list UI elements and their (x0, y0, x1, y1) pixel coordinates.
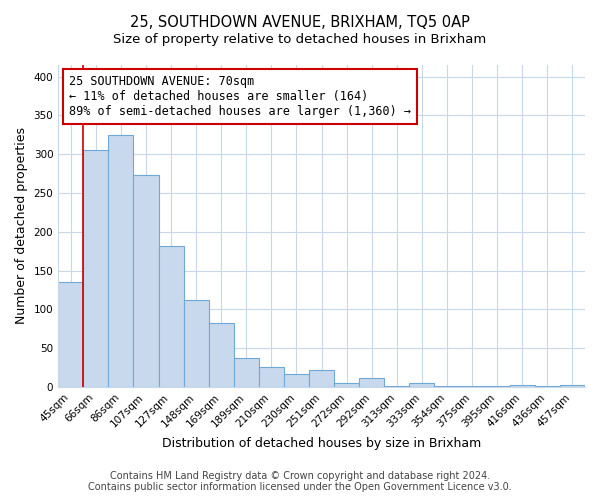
Bar (409, 383, 434, 387)
Bar (58, 282, 83, 387)
Bar (460, 386, 485, 387)
Text: Size of property relative to detached houses in Brixham: Size of property relative to detached ho… (113, 32, 487, 46)
Text: Contains HM Land Registry data © Crown copyright and database right 2024.
Contai: Contains HM Land Registry data © Crown c… (88, 471, 512, 492)
Bar (309, 370, 334, 387)
Bar (158, 246, 184, 387)
Bar (259, 367, 284, 387)
Bar (359, 378, 385, 387)
Bar (83, 150, 109, 387)
Bar (109, 135, 133, 387)
Bar (510, 386, 535, 387)
Bar (184, 300, 209, 387)
Text: 25, SOUTHDOWN AVENUE, BRIXHAM, TQ5 0AP: 25, SOUTHDOWN AVENUE, BRIXHAM, TQ5 0AP (130, 15, 470, 30)
Bar (535, 386, 560, 387)
Bar (284, 374, 309, 387)
Bar (209, 322, 234, 387)
Bar (133, 175, 158, 387)
Bar (485, 386, 510, 387)
Bar (385, 386, 409, 387)
Bar (234, 358, 259, 387)
Text: 25 SOUTHDOWN AVENUE: 70sqm
← 11% of detached houses are smaller (164)
89% of sem: 25 SOUTHDOWN AVENUE: 70sqm ← 11% of deta… (69, 74, 411, 118)
X-axis label: Distribution of detached houses by size in Brixham: Distribution of detached houses by size … (162, 437, 481, 450)
Bar (434, 386, 460, 387)
Y-axis label: Number of detached properties: Number of detached properties (15, 128, 28, 324)
Bar (334, 383, 359, 387)
Bar (560, 386, 585, 387)
